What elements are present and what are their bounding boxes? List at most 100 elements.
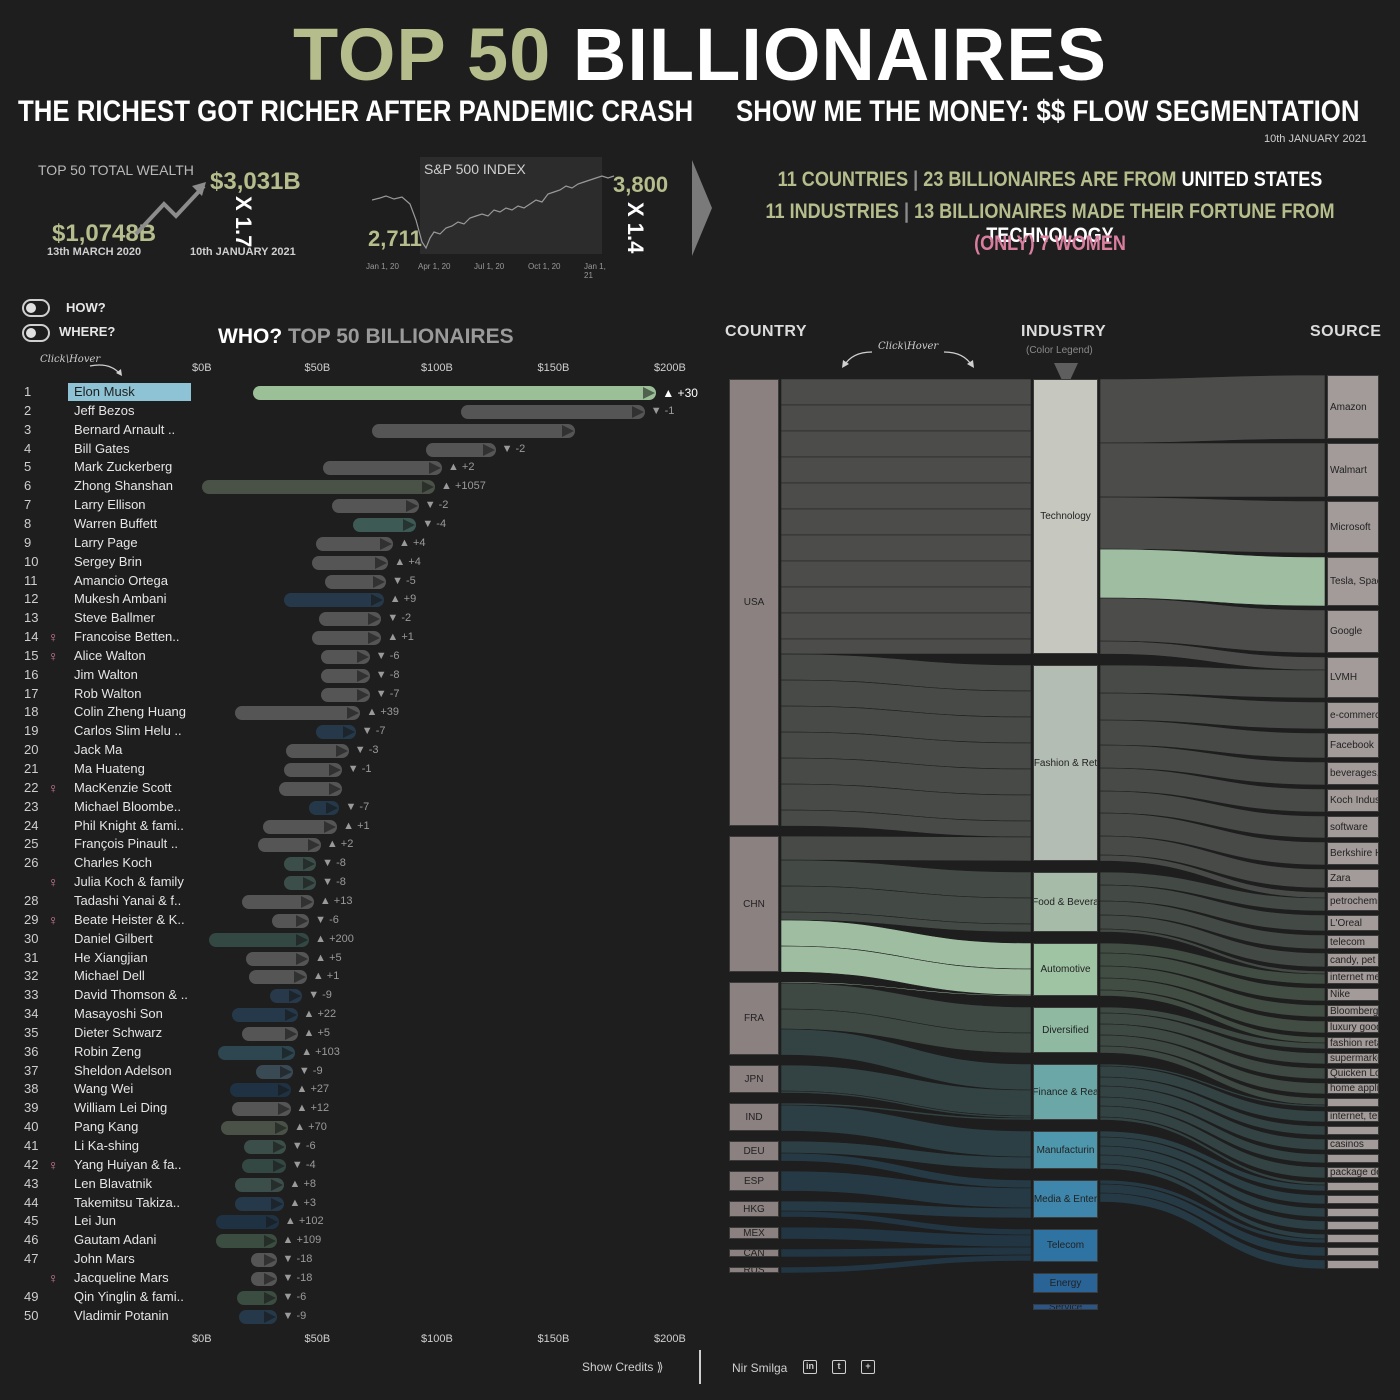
billionaire-name[interactable]: Vladimir Potanin (74, 1307, 169, 1323)
billionaire-row[interactable]: 9 Larry Page ▲ +4 (0, 535, 700, 554)
billionaire-name[interactable]: Steve Ballmer (74, 610, 155, 626)
industry-source-flow[interactable] (1099, 374, 1326, 444)
billionaire-row[interactable]: 24 Phil Knight & fami.. ▲ +1 (0, 818, 700, 837)
wealth-change-bar[interactable] (311, 631, 382, 646)
industry-source-flow[interactable] (1099, 977, 1326, 1034)
wealth-change-bar[interactable] (425, 442, 496, 457)
industry-source-flow[interactable] (1099, 835, 1326, 889)
billionaire-name[interactable]: Elon Musk (68, 383, 191, 401)
billionaire-name[interactable]: Jeff Bezos (74, 402, 135, 418)
wealth-change-bar[interactable] (283, 593, 384, 608)
wealth-change-bar[interactable] (460, 404, 645, 419)
country-industry-flow[interactable] (780, 1102, 1032, 1121)
industry-source-flow[interactable] (1099, 1136, 1326, 1205)
billionaire-row[interactable]: 47 John Mars ▼ -18 (0, 1251, 700, 1270)
wealth-change-bar[interactable] (234, 706, 361, 721)
billionaire-name[interactable]: Jacqueline Mars (74, 1269, 169, 1285)
wealth-change-bar[interactable] (241, 1158, 286, 1173)
industry-source-flow[interactable] (1099, 1065, 1326, 1123)
billionaire-name[interactable]: William Lei Ding (74, 1100, 168, 1116)
wealth-change-bar[interactable] (248, 970, 307, 985)
industry-source-flow[interactable] (1099, 871, 1326, 912)
billionaire-row[interactable]: 16 Jim Walton ▼ -8 (0, 667, 700, 686)
billionaire-row[interactable]: 29 ♀ Beate Heister & K.. ▼ -6 (0, 912, 700, 931)
wealth-change-bar[interactable] (269, 989, 303, 1004)
country-industry-flow[interactable] (780, 911, 1032, 933)
country-industry-flow[interactable] (780, 1254, 1032, 1274)
country-industry-flow[interactable] (780, 638, 1032, 655)
billionaire-name[interactable]: Warren Buffett (74, 515, 158, 531)
billionaire-row[interactable]: 17 Rob Walton ▼ -7 (0, 686, 700, 705)
billionaire-row[interactable]: 21 Ma Huateng ▼ -1 (0, 761, 700, 780)
wealth-change-bar[interactable] (318, 612, 382, 627)
wealth-change-bar[interactable] (320, 687, 370, 702)
billionaire-row[interactable]: 14 ♀ Francoise Betten.. ▲ +1 (0, 629, 700, 648)
country-industry-flow[interactable] (780, 430, 1032, 458)
industry-source-flow[interactable] (1099, 1105, 1326, 1179)
billionaire-name[interactable]: Masayoshi Son (74, 1006, 163, 1022)
billionaire-row[interactable]: 12 Mukesh Ambani ▲ +9 (0, 591, 700, 610)
billionaire-row[interactable]: 20 Jack Ma ▼ -3 (0, 742, 700, 761)
industry-source-flow[interactable] (1099, 496, 1326, 554)
industry-source-flow[interactable] (1099, 442, 1326, 498)
wealth-change-bar[interactable] (271, 913, 310, 928)
sankey-diagram[interactable] (725, 370, 1400, 1320)
wealth-change-bar[interactable] (234, 1196, 284, 1211)
industry-source-flow[interactable] (1099, 1179, 1326, 1244)
billionaire-row[interactable]: 26 Charles Koch ▼ -8 (0, 855, 700, 874)
country-industry-flow[interactable] (780, 612, 1032, 640)
industry-source-flow[interactable] (1099, 1063, 1326, 1108)
billionaire-name[interactable]: Michael Dell (74, 968, 145, 984)
billionaire-name[interactable]: Bernard Arnault .. (74, 421, 176, 437)
industry-source-flow[interactable] (1099, 767, 1326, 813)
billionaire-name[interactable]: Zhong Shanshan (74, 478, 174, 494)
billionaire-row[interactable]: 10 Sergey Brin ▲ +4 (0, 554, 700, 573)
wealth-change-bar[interactable] (316, 725, 356, 740)
billionaire-row[interactable]: 33 David Thomson & .. ▼ -9 (0, 987, 700, 1006)
industry-source-flow[interactable] (1099, 1085, 1326, 1151)
billionaire-row[interactable]: 18 Colin Zheng Huang ▲ +39 (0, 704, 700, 723)
wealth-change-bar[interactable] (253, 386, 657, 400)
wealth-change-bar[interactable] (255, 1064, 293, 1079)
billionaire-row[interactable]: 35 Dieter Schwarz ▲ +5 (0, 1025, 700, 1044)
billionaire-name[interactable]: Jim Walton (74, 666, 138, 682)
billionaire-row[interactable]: ♀ Jacqueline Mars ▼ -18 (0, 1270, 700, 1289)
industry-source-flow[interactable] (1099, 1145, 1326, 1218)
wealth-change-bar[interactable] (320, 668, 370, 683)
billionaire-row[interactable]: 38 Wang Wei ▲ +27 (0, 1081, 700, 1100)
wealth-change-bar[interactable] (232, 1102, 291, 1117)
wealth-change-bar[interactable] (250, 1253, 277, 1268)
billionaire-row[interactable]: 22 ♀ MacKenzie Scott (0, 780, 700, 799)
billionaire-name[interactable]: Amancio Ortega (74, 572, 168, 588)
industry-source-flow[interactable] (1099, 1012, 1326, 1065)
industry-source-flow[interactable] (1099, 1130, 1326, 1192)
wealth-change-bar[interactable] (283, 876, 317, 891)
wealth-change-bar[interactable] (215, 1215, 279, 1230)
billionaire-name[interactable]: Colin Zheng Huang (74, 704, 187, 720)
billionaire-name[interactable]: Len Blavatnik (74, 1175, 153, 1191)
country-industry-flow[interactable] (780, 1008, 1032, 1054)
billionaire-row[interactable]: 44 Takemitsu Takiza.. ▲ +3 (0, 1195, 700, 1214)
industry-source-flow[interactable] (1099, 942, 1326, 985)
wealth-change-bar[interactable] (283, 857, 317, 872)
country-industry-flow[interactable] (780, 586, 1032, 614)
billionaire-name[interactable]: MacKenzie Scott (74, 779, 172, 795)
wealth-change-bar[interactable] (232, 1008, 298, 1023)
industry-source-flow[interactable] (1099, 1192, 1326, 1270)
billionaire-row[interactable]: 11 Amancio Ortega ▼ -5 (0, 573, 700, 592)
billionaire-name[interactable]: Sheldon Adelson (74, 1062, 172, 1078)
wealth-change-bar[interactable] (283, 763, 342, 777)
wealth-change-bar[interactable] (353, 517, 417, 532)
billionaire-row[interactable]: 43 Len Blavatnik ▲ +8 (0, 1176, 700, 1195)
billionaire-name[interactable]: Mukesh Ambani (74, 591, 167, 607)
industry-source-flow[interactable] (1099, 965, 1326, 1018)
country-industry-flow[interactable] (780, 1200, 1032, 1219)
wealth-change-bar[interactable] (250, 1271, 277, 1286)
billionaire-row[interactable]: 36 Robin Zeng ▲ +103 (0, 1044, 700, 1063)
billionaire-name[interactable]: Michael Bloombe.. (74, 798, 181, 814)
billionaire-name[interactable]: Bill Gates (74, 440, 130, 456)
billionaire-row[interactable]: 49 Qin Yinglin & fami.. ▼ -6 (0, 1289, 700, 1308)
billionaire-row[interactable]: 4 Bill Gates ▼ -2 (0, 441, 700, 460)
wealth-change-bar[interactable] (309, 800, 340, 815)
country-industry-flow[interactable] (780, 835, 1032, 862)
